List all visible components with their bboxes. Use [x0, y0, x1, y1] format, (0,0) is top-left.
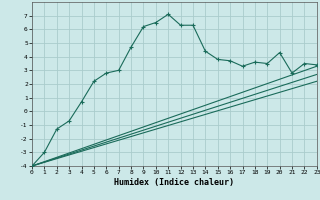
X-axis label: Humidex (Indice chaleur): Humidex (Indice chaleur)	[115, 178, 234, 187]
